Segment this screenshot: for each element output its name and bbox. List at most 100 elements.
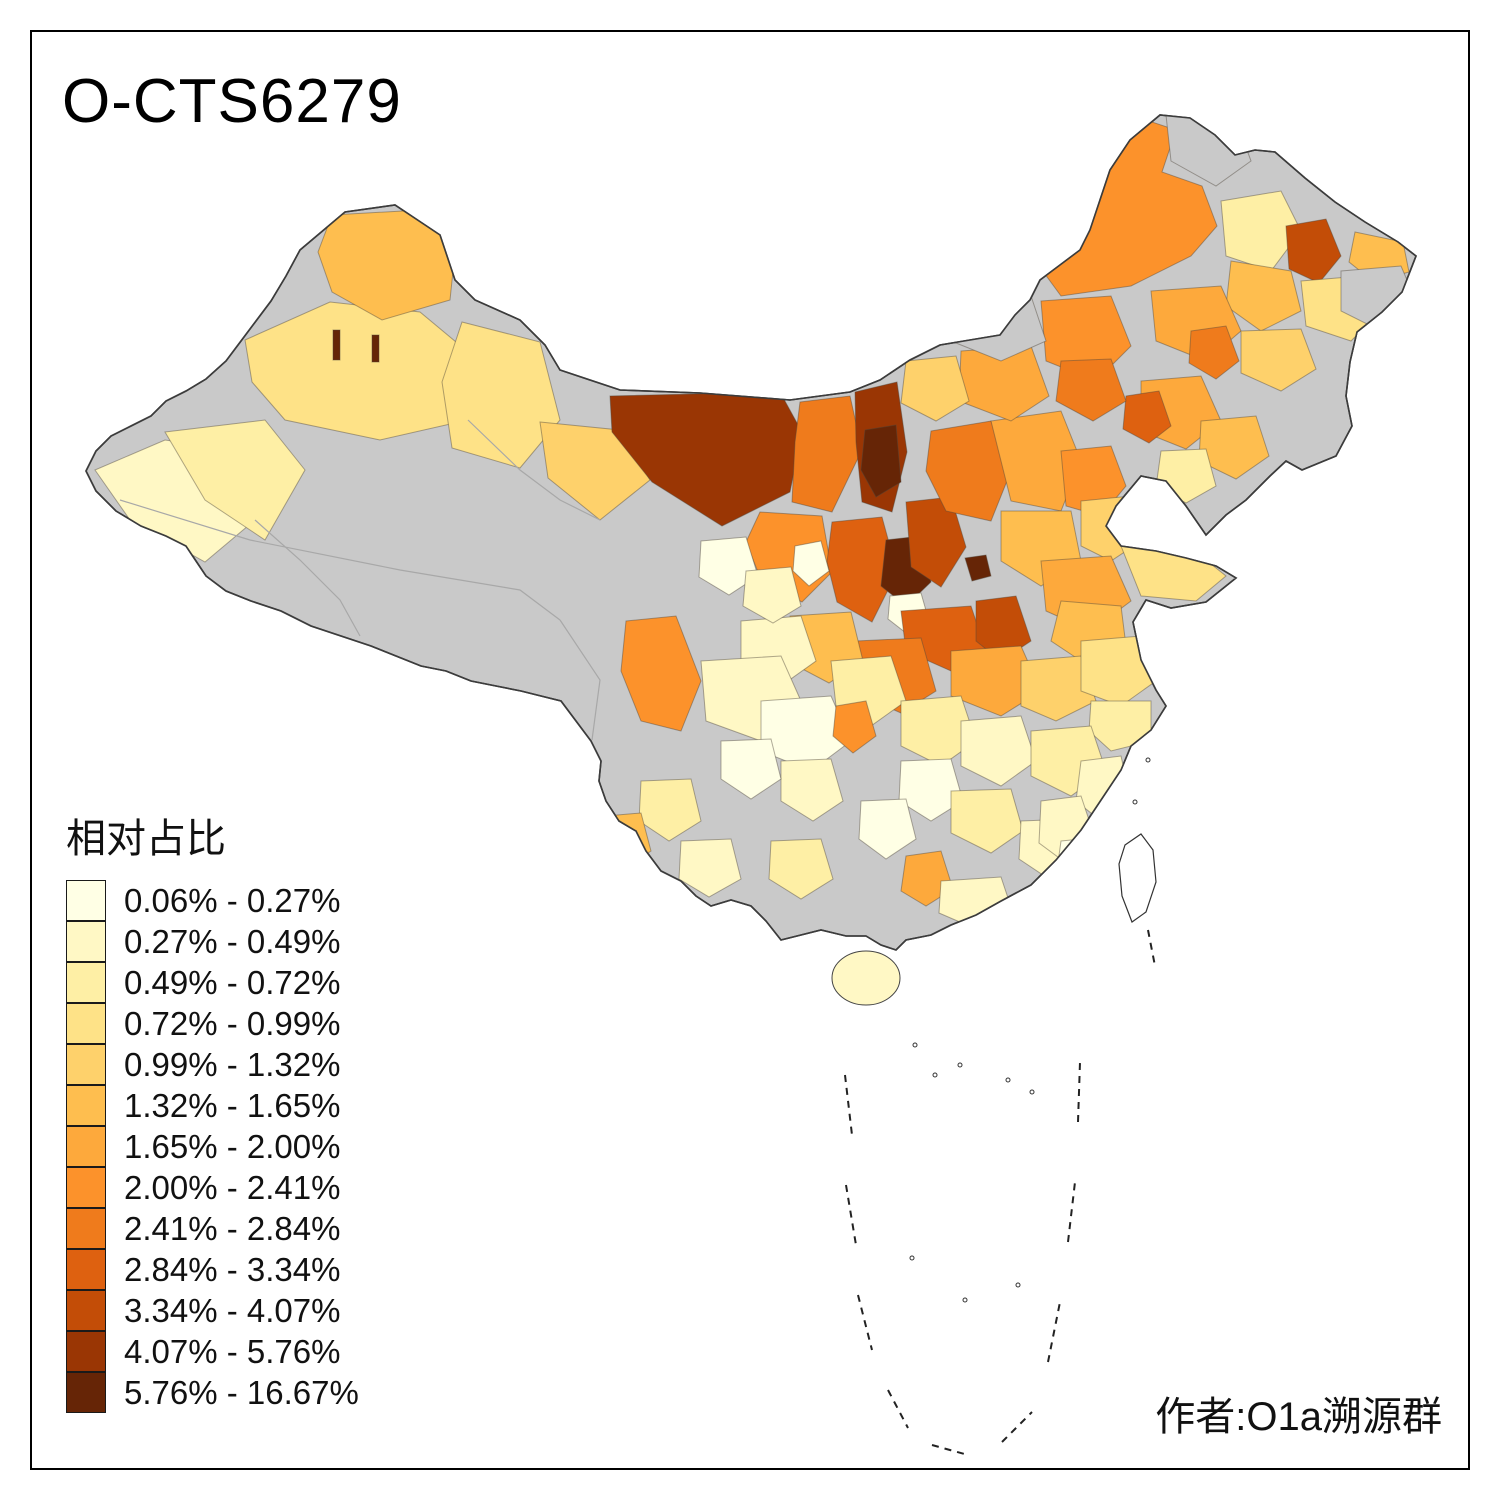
islet-dot (932, 1072, 938, 1078)
sea-boundary-dash (1077, 1061, 1081, 1123)
legend-title: 相对占比 (66, 817, 226, 861)
map-region (1122, 390, 1172, 444)
province-border (467, 419, 601, 521)
map-region (600, 812, 652, 870)
page-title: O-CTS6279 (62, 67, 402, 136)
china-outline-stroke (85, 114, 1417, 951)
map-region (720, 738, 782, 800)
legend-label: 2.41% - 2.84% (124, 1209, 341, 1247)
map-region (900, 850, 954, 907)
islet-dot (1005, 1077, 1011, 1083)
map-region (780, 758, 844, 822)
map-region (860, 424, 902, 498)
map-region (960, 715, 1037, 787)
taiwan-island (1118, 833, 1157, 923)
map-region (964, 554, 992, 582)
map-region (826, 516, 898, 623)
legend-swatch (66, 880, 106, 921)
legend: 相对占比 0.06% - 0.27% 0.27% - 0.49% 0.49% - 0… (66, 806, 359, 1413)
legend-swatch (66, 962, 106, 1003)
islet-dot (912, 1042, 918, 1048)
legend-swatch (66, 1044, 106, 1085)
islet-dot (957, 1062, 963, 1068)
map-region (698, 536, 759, 596)
legend-label: 0.06% - 0.27% (124, 881, 341, 919)
map-region (1080, 635, 1157, 707)
map-region (620, 615, 702, 732)
legend-row: 0.06% - 0.27% (66, 880, 359, 921)
legend-label: 5.76% - 16.67% (124, 1373, 359, 1411)
map-region (900, 695, 977, 767)
legend-swatch (66, 1372, 106, 1413)
legend-label: 0.49% - 0.72% (124, 963, 341, 1001)
islet-dot (962, 1297, 968, 1303)
map-region (371, 334, 380, 363)
sea-boundary-dash (931, 1444, 969, 1456)
islet-dot (909, 1255, 915, 1261)
legend-row: 0.99% - 1.32% (66, 1044, 359, 1085)
sea-boundary-dash (857, 1294, 873, 1351)
map-region (164, 419, 306, 541)
legend-row: 0.49% - 0.72% (66, 962, 359, 1003)
sea-boundary-dash (1001, 1411, 1033, 1443)
legend-row: 2.41% - 2.84% (66, 1208, 359, 1249)
sea-boundary-dash (1067, 1181, 1076, 1243)
province-border (119, 499, 561, 621)
map-region (539, 421, 651, 521)
map-region (768, 838, 834, 900)
map-region (1055, 836, 1112, 897)
map-region (441, 321, 561, 469)
islet-dot (1029, 1089, 1035, 1095)
legend-label: 3.34% - 4.07% (124, 1291, 341, 1329)
legend-row: 1.32% - 1.65% (66, 1085, 359, 1126)
map-region (1240, 328, 1317, 392)
legend-label: 0.27% - 0.49% (124, 922, 341, 960)
legend-swatch (66, 921, 106, 962)
islet-dot (1015, 1282, 1021, 1288)
legend-swatch (66, 1167, 106, 1208)
legend-swatch (66, 1126, 106, 1167)
legend-label: 0.72% - 0.99% (124, 1004, 341, 1042)
map-region (742, 566, 802, 624)
legend-swatch (66, 1331, 106, 1372)
legend-rows: 0.06% - 0.27% 0.27% - 0.49% 0.49% - 0.72% 0… (66, 880, 359, 1413)
map-region (332, 329, 341, 361)
legend-row: 3.34% - 4.07% (66, 1290, 359, 1331)
legend-label: 1.65% - 2.00% (124, 1127, 341, 1165)
map-region (1225, 260, 1302, 332)
sea-boundary-dash (845, 1184, 857, 1246)
map-region (1220, 190, 1302, 272)
sea-boundary-dash (1147, 929, 1156, 967)
legend-label: 2.84% - 3.34% (124, 1250, 341, 1288)
islet-dot (1132, 799, 1138, 805)
legend-label: 2.00% - 2.41% (124, 1168, 341, 1206)
sea-boundary-dash (844, 1074, 853, 1136)
province-border (254, 519, 361, 637)
map-region (950, 788, 1024, 854)
map-region (898, 758, 964, 822)
legend-swatch (66, 1249, 106, 1290)
map-region (1285, 218, 1342, 284)
map-region (791, 395, 863, 513)
author-credit: 作者:O1a溯源群 (1155, 1395, 1442, 1439)
legend-row: 4.07% - 5.76% (66, 1331, 359, 1372)
map-region (858, 798, 917, 860)
legend-row: 0.72% - 0.99% (66, 1003, 359, 1044)
legend-row: 5.76% - 16.67% (66, 1372, 359, 1413)
hainan-island (831, 950, 901, 1006)
legend-label: 1.32% - 1.65% (124, 1086, 341, 1124)
legend-swatch (66, 1208, 106, 1249)
map-region (792, 540, 830, 587)
sea-boundary-dash (887, 1389, 909, 1429)
legend-swatch (66, 1003, 106, 1044)
islet-dot (1145, 757, 1151, 763)
legend-swatch (66, 1290, 106, 1331)
province-border (559, 619, 601, 741)
legend-row: 2.00% - 2.41% (66, 1167, 359, 1208)
legend-swatch (66, 1085, 106, 1126)
map-region (1188, 325, 1240, 380)
legend-label: 4.07% - 5.76% (124, 1332, 341, 1370)
map-region (1055, 358, 1127, 422)
